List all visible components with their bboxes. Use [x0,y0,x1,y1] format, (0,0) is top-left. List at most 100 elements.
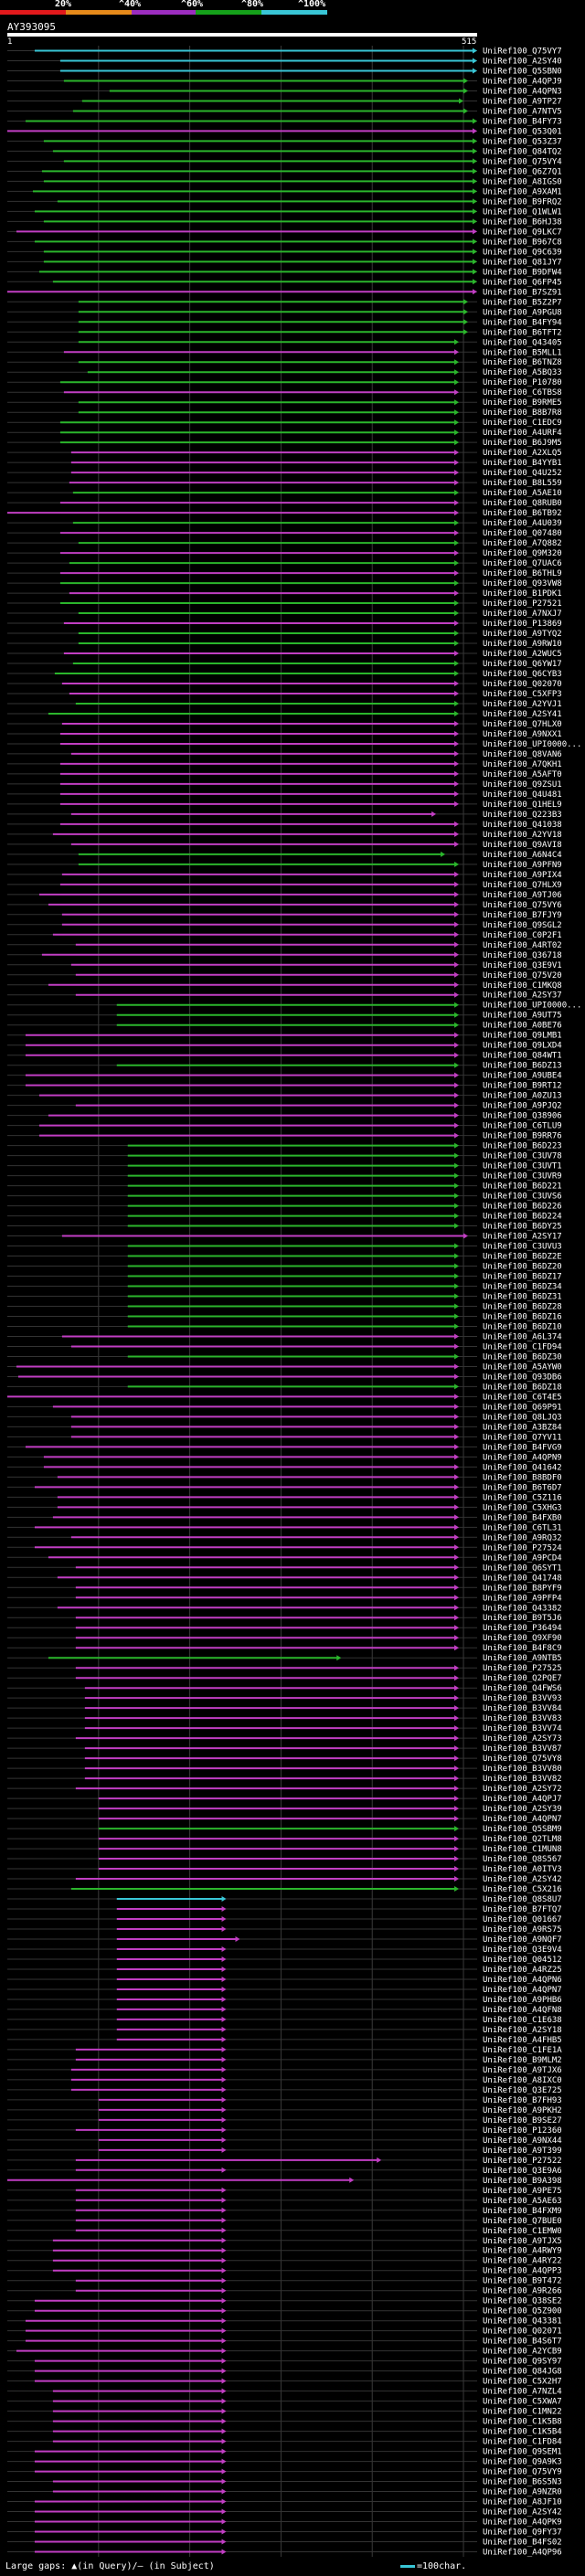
hit-accession[interactable]: UniRef100_Q01667 [483,1915,562,1924]
hit-accession[interactable]: UniRef100_Q9LMB1 [483,1032,562,1041]
hit-row[interactable]: UniRef100_A9UBE4 [7,1072,562,1081]
hit-accession[interactable]: UniRef100_Q5Z900 [483,2307,562,2316]
hit-row[interactable]: UniRef100_B4S6T7 [7,2337,562,2347]
hit-row[interactable]: UniRef100_Q75VY6 [7,901,562,910]
hit-accession[interactable]: UniRef100_B8PYF9 [483,1584,562,1593]
hit-accession[interactable]: UniRef100_B8B7R8 [483,408,562,418]
hit-accession[interactable]: UniRef100_A9PIX4 [483,871,562,880]
hit-accession[interactable]: UniRef100_A9TJX6 [483,2066,562,2075]
hit-row[interactable]: UniRef100_Q2PQE7 [7,1674,562,1683]
hit-row[interactable]: UniRef100_A8IXC0 [7,2076,562,2085]
hit-accession[interactable]: UniRef100_C1K5B4 [483,2428,562,2437]
hit-row[interactable]: UniRef100_A9UT75 [7,1012,562,1021]
hit-row[interactable]: UniRef100_Q75VY7 [7,47,562,56]
hit-accession[interactable]: UniRef100_A9R266 [483,2287,562,2296]
hit-accession[interactable]: UniRef100_UPI0000... [483,740,581,749]
hit-accession[interactable]: UniRef100_C5X2H7 [483,2378,562,2387]
hit-row[interactable]: UniRef100_A4QPN7 [7,1815,562,1824]
hit-accession[interactable]: UniRef100_C6TL31 [483,1523,562,1532]
hit-accession[interactable]: UniRef100_B7FJY9 [483,911,562,920]
hit-row[interactable]: UniRef100_A9PJQ2 [7,1102,562,1111]
hit-row[interactable]: UniRef100_P10780 [7,378,562,387]
hit-row[interactable]: UniRef100_A9TJX6 [7,2066,562,2075]
hit-accession[interactable]: UniRef100_B9RR76 [483,1132,562,1141]
hit-accession[interactable]: UniRef100_A4QPN6 [483,1976,562,1985]
hit-accession[interactable]: UniRef100_Q223B3 [483,811,562,820]
hit-accession[interactable]: UniRef100_B6D226 [483,1203,562,1212]
hit-accession[interactable]: UniRef100_Q84TQ2 [483,147,562,156]
hit-row[interactable]: UniRef100_A0ITV3 [7,1865,562,1874]
hit-row[interactable]: UniRef100_A6N4C4 [7,851,562,860]
hit-accession[interactable]: UniRef100_B6S5N3 [483,2478,562,2487]
hit-accession[interactable]: UniRef100_A5AFT0 [483,770,562,779]
hit-accession[interactable]: UniRef100_C6TBS8 [483,388,562,398]
hit-row[interactable]: UniRef100_Q7YV11 [7,1433,562,1442]
hit-accession[interactable]: UniRef100_B5MLL1 [483,348,562,357]
hit-accession[interactable]: UniRef100_A9PGU8 [483,308,562,317]
hit-row[interactable]: UniRef100_Q75VY4 [7,157,562,166]
hit-accession[interactable]: UniRef100_C5Z116 [483,1493,562,1502]
hit-accession[interactable]: UniRef100_Q9LXD4 [483,1042,562,1051]
hit-accession[interactable]: UniRef100_Q8S567 [483,1855,562,1864]
hit-accession[interactable]: UniRef100_Q41748 [483,1574,562,1583]
hit-accession[interactable]: UniRef100_A7NXJ7 [483,610,562,619]
hit-accession[interactable]: UniRef100_B9SE27 [483,2116,562,2125]
hit-row[interactable]: UniRef100_A2SY18 [7,2026,562,2035]
hit-accession[interactable]: UniRef100_UPI0000... [483,1002,581,1011]
hit-row[interactable]: UniRef100_A2SY41 [7,710,562,719]
hit-accession[interactable]: UniRef100_Q9FY37 [483,2528,562,2538]
hit-row[interactable]: UniRef100_A9PFN9 [7,861,562,870]
hit-accession[interactable]: UniRef100_A2SY18 [483,2026,562,2035]
hit-accession[interactable]: UniRef100_B4FY73 [483,117,562,126]
hit-accession[interactable]: UniRef100_P10780 [483,378,562,387]
hit-row[interactable]: UniRef100_C5XHG3 [7,1503,562,1512]
hit-row[interactable]: UniRef100_Q38906 [7,1112,562,1121]
hit-row[interactable]: UniRef100_A5BQ33 [7,368,562,377]
hit-row[interactable]: UniRef100_B4FXB0 [7,1513,562,1522]
hit-accession[interactable]: UniRef100_B6D223 [483,1142,562,1151]
hit-row[interactable]: UniRef100_B6DZ18 [7,1383,562,1392]
hit-accession[interactable]: UniRef100_Q1HEL9 [483,800,562,810]
hit-row[interactable]: UniRef100_A4QP96 [7,2549,562,2558]
hit-accession[interactable]: UniRef100_C5XHG3 [483,1503,562,1512]
hit-accession[interactable]: UniRef100_C1K5B8 [483,2418,562,2427]
hit-row[interactable]: UniRef100_Q9LMB1 [7,1032,562,1041]
hit-accession[interactable]: UniRef100_A2SY73 [483,1734,562,1744]
hit-accession[interactable]: UniRef100_A7Q882 [483,539,562,548]
hit-row[interactable]: UniRef100_A4QFN8 [7,2006,562,2015]
hit-row[interactable]: UniRef100_B6D226 [7,1203,562,1212]
hit-accession[interactable]: UniRef100_Q3E725 [483,2086,562,2095]
hit-accession[interactable]: UniRef100_Q3E9V1 [483,961,562,970]
hit-row[interactable]: UniRef100_B6THL9 [7,569,562,578]
hit-row[interactable]: UniRef100_Q81JY7 [7,258,562,267]
hit-accession[interactable]: UniRef100_A9PCD4 [483,1553,562,1563]
hit-accession[interactable]: UniRef100_B4FXM9 [483,2207,562,2216]
hit-accession[interactable]: UniRef100_Q75VY9 [483,2468,562,2477]
hit-row[interactable]: UniRef100_B9SE27 [7,2116,562,2125]
hit-row[interactable]: UniRef100_Q9XF90 [7,1634,562,1643]
hit-row[interactable]: UniRef100_Q3E9V1 [7,961,562,970]
hit-row[interactable]: UniRef100_B3VV80 [7,1765,562,1774]
hit-accession[interactable]: UniRef100_Q43382 [483,1604,562,1613]
hit-row[interactable]: UniRef100_Q6Z7Q1 [7,167,562,176]
hit-row[interactable]: UniRef100_A7NXJ7 [7,610,562,619]
hit-row[interactable]: UniRef100_Q38SE2 [7,2297,562,2306]
hit-row[interactable]: UniRef100_Q9A9K3 [7,2458,562,2467]
hit-row[interactable]: UniRef100_C6T4E5 [7,1393,562,1402]
hit-accession[interactable]: UniRef100_B4FXB0 [483,1513,562,1522]
hit-row[interactable]: UniRef100_C1FE1A [7,2046,562,2055]
hit-row[interactable]: UniRef100_Q5SBM9 [7,1825,562,1834]
hit-row[interactable]: UniRef100_C1FD94 [7,1342,562,1352]
hit-accession[interactable]: UniRef100_Q3E9V4 [483,1945,562,1955]
hit-accession[interactable]: UniRef100_B4FVG9 [483,1443,562,1452]
hit-row[interactable]: UniRef100_A2YV18 [7,831,562,840]
hit-row[interactable]: UniRef100_Q01667 [7,1915,562,1924]
hit-accession[interactable]: UniRef100_A5AE63 [483,2197,562,2206]
hit-accession[interactable]: UniRef100_Q02070 [483,680,562,689]
hit-accession[interactable]: UniRef100_Q3E9A6 [483,2167,562,2176]
hit-row[interactable]: UniRef100_A7NZL4 [7,2388,562,2397]
hit-row[interactable]: UniRef100_B6J9M5 [7,439,562,448]
hit-row[interactable]: UniRef100_Q84WT1 [7,1052,562,1061]
hit-accession[interactable]: UniRef100_A4QPN7 [483,1815,562,1824]
hit-row[interactable]: UniRef100_B9T5J6 [7,1614,562,1623]
